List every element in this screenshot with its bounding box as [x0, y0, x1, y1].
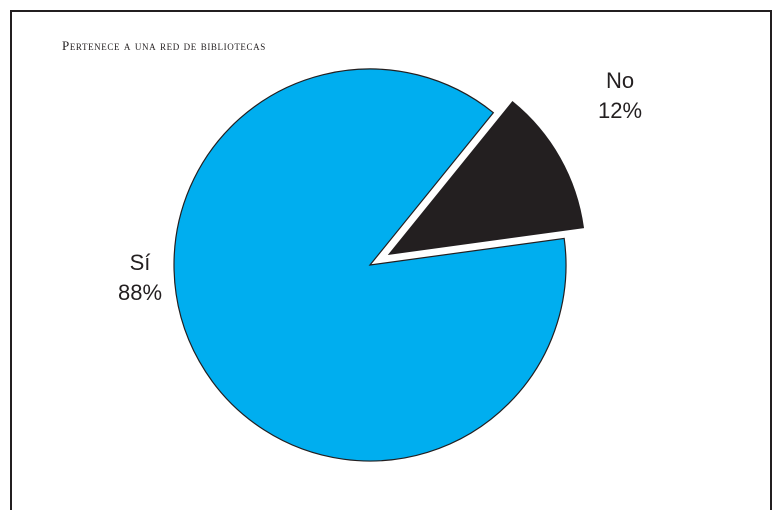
slice-label-category: No — [606, 68, 634, 93]
pie-slice-si — [173, 68, 567, 462]
chart-title: Pertenece a una red de bibliotecas — [62, 38, 266, 53]
pie-slice-no — [387, 101, 585, 256]
pie-slices — [173, 68, 585, 462]
slice-label-value: 88% — [118, 280, 162, 305]
pie-labels: Sí 88% No 12% — [118, 68, 642, 305]
slice-label-category: Sí — [130, 250, 151, 275]
chart-frame — [10, 10, 772, 510]
slice-label-value: 12% — [598, 98, 642, 123]
